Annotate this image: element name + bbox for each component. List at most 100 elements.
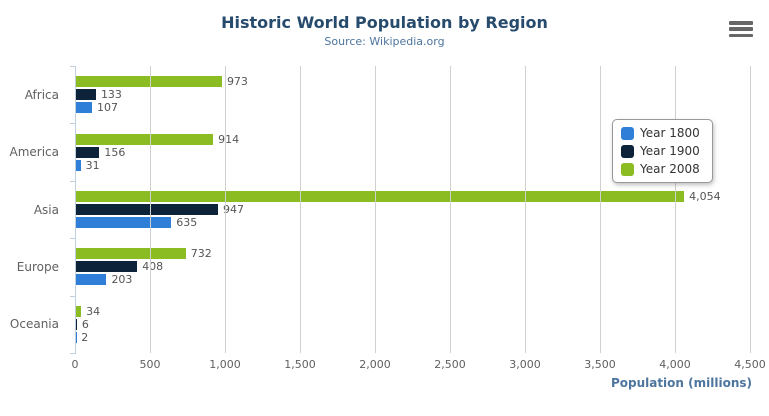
category-row: 34 6 2 [76, 296, 751, 353]
bar-line: 408 [76, 261, 751, 273]
bar-line: 133 [76, 88, 751, 102]
bar-year-2008-oceania[interactable] [76, 305, 82, 317]
legend-item-year-1800[interactable]: Year 1800 [621, 126, 700, 140]
category-axis-tick [70, 123, 76, 125]
bar-line: 914 [76, 132, 751, 146]
value-axis-title: Population (millions) [610, 376, 752, 390]
bar-line: 732 [76, 247, 751, 261]
category-label-oceania: Oceania [9, 317, 59, 332]
bar-line: 973 [76, 75, 751, 89]
x-tick-label: 500 [139, 358, 161, 371]
legend: Year 1800 Year 1900 Year 2008 [612, 119, 713, 183]
bar-line: 156 [76, 145, 751, 159]
x-tick-label: 0 [71, 358, 79, 371]
chart-title: Historic World Population by Region [221, 13, 548, 32]
category-row: 4,054 947 635 [76, 181, 751, 238]
bar-year-1900-africa[interactable] [76, 89, 96, 101]
menu-bar [729, 21, 753, 25]
bar-line: 947 [76, 203, 751, 217]
bar-year-2008-america[interactable] [76, 133, 214, 145]
bar-group: 732 408 203 [76, 247, 751, 287]
bar-line: 4,054 [76, 190, 751, 204]
legend-label: Year 1900 [640, 144, 700, 158]
chart-subtitle: Source: Wikipedia.org [324, 35, 445, 48]
data-label: 2 [81, 330, 89, 344]
bar-line: 107 [76, 102, 751, 114]
category-label-europe: Europe [16, 259, 59, 274]
bar-year-2008-asia[interactable] [76, 191, 685, 203]
category-label-america: America [9, 145, 60, 160]
gridline [374, 66, 376, 353]
data-label: 6 [81, 317, 89, 331]
bar-year-1900-europe[interactable] [76, 261, 138, 273]
category-label-africa: Africa [24, 87, 59, 102]
bar-year-1900-oceania[interactable] [76, 318, 77, 330]
category-axis-tick [70, 295, 76, 297]
legend-item-year-2008[interactable]: Year 2008 [621, 162, 700, 176]
data-label: 203 [111, 273, 133, 287]
data-label: 133 [100, 88, 122, 102]
category-axis-tick [70, 66, 76, 67]
bar-line: 2 [76, 330, 751, 344]
category-label-asia: Asia [33, 202, 59, 217]
gridline [674, 66, 676, 353]
bar-year-1900-america[interactable] [76, 146, 100, 158]
data-label: 4,054 [689, 190, 721, 204]
gridline [300, 66, 301, 353]
category-row: 973 133 107 [76, 66, 751, 123]
menu-bar [729, 33, 753, 37]
bar-year-1800-asia[interactable] [76, 217, 172, 229]
data-label: 947 [223, 203, 245, 217]
bar-line: 34 [76, 304, 751, 318]
bar-line: 31 [76, 159, 751, 171]
gridline [224, 66, 226, 353]
bar-year-1900-asia[interactable] [76, 204, 219, 216]
legend-label: Year 1800 [640, 126, 700, 140]
legend-swatch [621, 126, 634, 140]
x-tick-label: 4,000 [659, 358, 691, 371]
category-row: 914 156 31 [76, 123, 751, 180]
category-axis-tick [70, 180, 76, 182]
data-label: 34 [86, 304, 101, 318]
bar-year-2008-africa[interactable] [76, 76, 222, 88]
data-label: 635 [176, 216, 198, 230]
category-axis-tick [70, 238, 76, 240]
x-tick-label: 4,500 [734, 358, 766, 371]
category-axis-labels: Africa America Asia Europe Oceania [0, 66, 67, 353]
bar-year-1800-africa[interactable] [76, 102, 93, 114]
bar-group: 34 6 2 [76, 304, 751, 344]
data-label: 732 [190, 247, 212, 261]
menu-bar [729, 27, 753, 31]
hamburger-menu-icon[interactable] [729, 21, 753, 37]
bar-year-2008-europe[interactable] [76, 248, 186, 260]
plot-area: 973 133 107 914 156 31 4,054 947 635 732 408 203 34 6… [70, 66, 751, 354]
bar-year-1800-europe[interactable] [76, 274, 107, 286]
x-tick-label: 1,000 [209, 358, 241, 371]
bar-group: 973 133 107 [76, 75, 751, 114]
legend-label: Year 2008 [640, 162, 700, 176]
data-label: 156 [104, 145, 126, 159]
data-label: 914 [218, 132, 240, 146]
category-row: 732 408 203 [76, 238, 751, 295]
gridline [600, 66, 601, 353]
bar-rows: 973 133 107 914 156 31 4,054 947 635 732 408 203 34 6… [76, 66, 751, 353]
legend-item-year-1900[interactable]: Year 1900 [621, 144, 700, 158]
x-tick-label: 2,500 [434, 358, 466, 371]
bar-group: 4,054 947 635 [76, 190, 751, 230]
bar-line: 203 [76, 273, 751, 287]
bar-line: 6 [76, 317, 751, 331]
gridline [525, 66, 526, 353]
x-tick-label: 2,000 [359, 358, 391, 371]
x-tick-label: 3,500 [584, 358, 616, 371]
bar-year-1800-america[interactable] [76, 159, 81, 171]
data-label: 973 [226, 75, 248, 89]
gridline [750, 66, 751, 353]
x-tick-label: 3,000 [509, 358, 541, 371]
x-tick-label: 1,500 [284, 358, 316, 371]
bar-group: 914 156 31 [76, 132, 751, 171]
legend-swatch [621, 162, 634, 176]
category-axis-tick [70, 353, 76, 354]
value-axis-labels: 0 500 1,000 1,500 2,000 2,500 3,000 3,500 4,000 4… [71, 358, 766, 372]
bar-line: 635 [76, 216, 751, 230]
